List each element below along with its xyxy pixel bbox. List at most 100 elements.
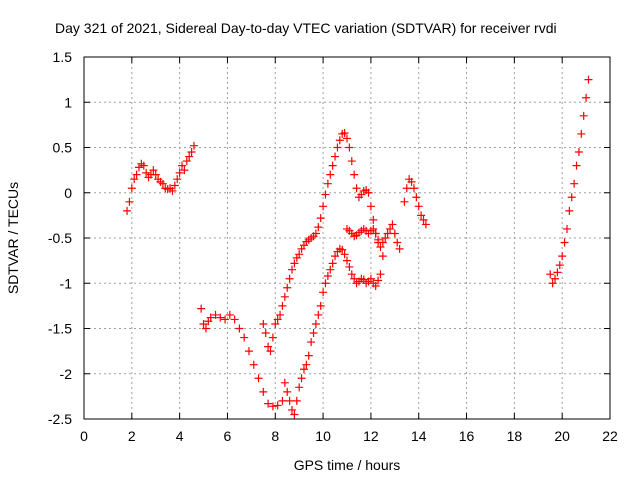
y-tick-label: 1.5 (53, 49, 73, 65)
data-point (285, 396, 294, 405)
data-point (151, 170, 160, 179)
data-point (584, 75, 593, 84)
data-point (340, 250, 349, 259)
data-point (278, 301, 287, 310)
data-point (278, 396, 287, 405)
data-point (311, 229, 320, 238)
data-point (340, 129, 349, 138)
data-point (409, 184, 418, 193)
data-point (268, 333, 277, 342)
data-point (383, 229, 392, 238)
data-point (323, 179, 332, 188)
data-point (280, 292, 289, 301)
data-point (149, 166, 158, 175)
y-tick-label: 0 (64, 185, 72, 201)
data-point (240, 333, 249, 342)
data-point (180, 166, 189, 175)
data-point (350, 274, 359, 283)
data-point (345, 262, 354, 271)
data-point (328, 161, 337, 170)
data-point (386, 224, 395, 233)
series-1 (123, 141, 198, 215)
data-point (548, 279, 557, 288)
data-point (579, 111, 588, 120)
data-point (388, 220, 397, 229)
data-point (283, 387, 292, 396)
data-point (130, 175, 139, 184)
data-point (187, 148, 196, 157)
data-point (371, 281, 380, 290)
data-point (417, 211, 426, 220)
data-point (572, 161, 581, 170)
data-point (376, 243, 385, 252)
data-point (173, 175, 182, 184)
x-tick-label: 20 (554, 428, 570, 444)
data-point (407, 177, 416, 186)
data-point (297, 374, 306, 383)
x-axis-label: GPS time / hours (294, 457, 401, 473)
data-point (553, 268, 562, 277)
data-point (288, 405, 297, 414)
data-point (299, 365, 308, 374)
data-point (560, 238, 569, 247)
data-point (555, 261, 564, 270)
data-point (197, 304, 206, 313)
data-point (175, 168, 184, 177)
data-point (321, 279, 330, 288)
x-tick-label: 18 (507, 428, 523, 444)
data-point (295, 250, 304, 259)
x-tick-label: 22 (602, 428, 618, 444)
data-point (551, 274, 560, 283)
data-point (307, 338, 316, 347)
data-point (343, 256, 351, 265)
data-point (369, 215, 378, 224)
data-point (558, 252, 567, 261)
data-point (273, 401, 282, 410)
data-point (366, 274, 375, 283)
data-point (254, 374, 263, 383)
data-point (127, 184, 136, 193)
data-point (132, 170, 141, 179)
data-point (283, 283, 292, 292)
data-point (565, 206, 574, 215)
data-point (326, 170, 335, 179)
data-point (273, 315, 282, 324)
data-point (295, 383, 304, 392)
data-point (331, 252, 340, 261)
data-point (290, 410, 299, 419)
data-point (271, 319, 280, 328)
data-point (225, 310, 234, 319)
data-point (309, 329, 318, 338)
data-point (170, 181, 179, 190)
x-tick-label: 4 (176, 428, 184, 444)
data-point (316, 214, 325, 223)
axis-ticks (83, 56, 611, 420)
data-point (582, 93, 591, 102)
data-point (158, 179, 167, 188)
data-point (142, 168, 151, 177)
data-point (211, 310, 220, 319)
data-point (333, 143, 342, 152)
data-point (292, 396, 301, 405)
data-point (123, 206, 132, 215)
data-point (314, 223, 323, 232)
data-point (302, 360, 311, 369)
data-point (347, 157, 356, 166)
data-point (304, 351, 313, 360)
data-point (264, 342, 273, 351)
x-tick-label: 16 (459, 428, 475, 444)
data-point (311, 319, 320, 328)
x-tick-labels: 0 2 4 6 8 10 12 14 16 18 20 22 (80, 428, 618, 444)
data-point (371, 229, 380, 238)
data-point (221, 315, 230, 324)
data-point (335, 136, 344, 145)
x-tick-label: 0 (80, 428, 88, 444)
data-point (244, 347, 253, 356)
y-tick-label: 1 (64, 94, 72, 110)
x-tick-label: 8 (271, 428, 279, 444)
data-point (414, 202, 423, 211)
data-point (328, 259, 337, 268)
data-point (259, 319, 268, 328)
data-point (378, 238, 387, 247)
grid-lines (84, 57, 610, 419)
